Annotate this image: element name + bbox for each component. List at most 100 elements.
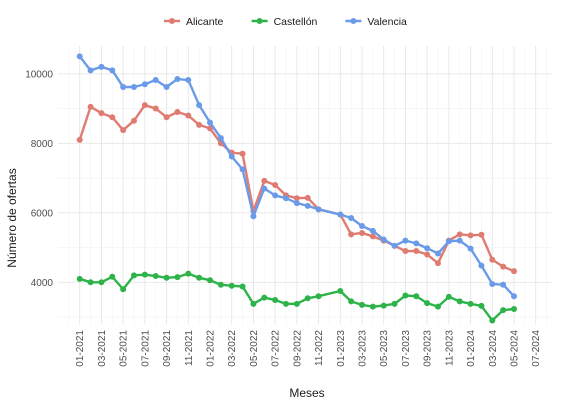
data-point — [413, 248, 420, 255]
series-layer — [76, 53, 517, 324]
series-castelln — [76, 270, 517, 324]
data-point — [87, 279, 94, 286]
legend-item: Castellón — [251, 16, 318, 28]
y-tick-label: 10000 — [25, 69, 53, 80]
data-point — [196, 274, 203, 281]
series-alicante — [76, 102, 517, 275]
data-point — [369, 227, 376, 234]
data-point — [196, 102, 203, 109]
data-point — [76, 275, 83, 282]
data-point — [391, 242, 398, 249]
data-point — [207, 277, 213, 284]
data-point — [120, 286, 127, 293]
x-tick-label: 11-2022 — [314, 330, 325, 366]
data-point — [445, 238, 452, 245]
data-point — [163, 274, 170, 281]
data-point — [478, 302, 485, 309]
y-axis-tick-labels: 4000 6000 8000 10000 — [25, 69, 53, 288]
legend-key-point — [256, 18, 263, 24]
legend-key-point — [350, 18, 357, 24]
data-point — [185, 77, 192, 84]
data-point — [98, 63, 105, 70]
data-point — [163, 114, 170, 121]
data-point — [163, 84, 170, 91]
y-axis-label: Número de ofertas — [5, 168, 19, 267]
data-point — [239, 283, 246, 290]
data-point — [250, 213, 257, 220]
data-point — [413, 293, 420, 300]
data-point — [152, 105, 159, 112]
data-point — [435, 250, 441, 257]
x-tick-label: 05-2024 — [510, 330, 521, 367]
x-tick-label: 09-2022 — [292, 330, 303, 367]
x-tick-label: 07-2023 — [401, 330, 412, 367]
data-point — [489, 281, 496, 288]
data-point — [467, 232, 474, 239]
data-point — [315, 206, 322, 213]
data-point — [293, 300, 300, 307]
data-point — [272, 182, 279, 188]
data-point — [478, 231, 485, 238]
x-tick-label: 01-2024 — [466, 330, 477, 367]
data-point — [478, 262, 485, 269]
data-point — [217, 281, 224, 288]
data-point — [435, 260, 441, 267]
legend-label: Alicante — [186, 16, 224, 28]
x-tick-label: 03-2023 — [358, 330, 369, 367]
data-point — [120, 84, 127, 91]
x-tick-label: 05-2023 — [379, 330, 390, 367]
data-point — [489, 317, 496, 324]
legend-label: Valencia — [367, 16, 407, 28]
data-point — [98, 110, 105, 117]
data-point — [239, 150, 246, 157]
data-point — [131, 272, 137, 279]
data-point — [87, 103, 94, 110]
data-point — [348, 298, 355, 305]
x-tick-label: 03-2024 — [488, 330, 499, 367]
x-axis-label: Meses — [289, 386, 324, 400]
data-point — [337, 211, 344, 218]
data-point — [445, 293, 452, 300]
x-tick-label: 09-2023 — [423, 330, 434, 367]
x-tick-label: 01-2022 — [206, 330, 217, 367]
legend-item: Alicante — [164, 16, 224, 28]
data-point — [152, 77, 159, 84]
series-line — [79, 272, 515, 322]
data-point — [391, 300, 398, 307]
x-tick-label: 05-2022 — [249, 330, 260, 367]
data-point — [185, 270, 192, 277]
data-point — [500, 307, 507, 314]
x-tick-label: 11-2023 — [444, 330, 455, 366]
data-point — [304, 295, 311, 302]
data-point — [511, 268, 517, 275]
data-point — [283, 195, 289, 202]
data-point — [369, 303, 376, 310]
data-point — [217, 135, 224, 142]
y-tick-label: 8000 — [31, 139, 54, 150]
data-point — [109, 273, 116, 280]
series-valencia — [76, 53, 517, 300]
x-tick-label: 09-2021 — [162, 330, 173, 367]
data-point — [131, 117, 137, 124]
x-tick-label: 07-2021 — [140, 330, 151, 367]
x-tick-label: 03-2022 — [227, 330, 238, 367]
data-point — [174, 76, 181, 83]
data-point — [293, 195, 300, 202]
x-axis-tick-labels: 01-2021 03-2021 05-2021 07-2021 09-2021 11-20… — [75, 330, 542, 367]
data-point — [348, 231, 355, 238]
data-point — [228, 153, 235, 160]
data-point — [359, 229, 365, 236]
data-point — [489, 256, 496, 263]
x-tick-label: 07-2024 — [531, 330, 542, 367]
data-point — [500, 281, 507, 288]
data-point — [424, 251, 431, 258]
legend: Alicante Castellón Valencia — [164, 16, 407, 28]
legend-label: Castellón — [274, 16, 318, 28]
data-point — [196, 121, 203, 128]
data-point — [359, 223, 365, 230]
data-point — [261, 185, 268, 192]
data-point — [424, 300, 431, 307]
data-point — [304, 194, 311, 201]
data-point — [120, 127, 127, 134]
